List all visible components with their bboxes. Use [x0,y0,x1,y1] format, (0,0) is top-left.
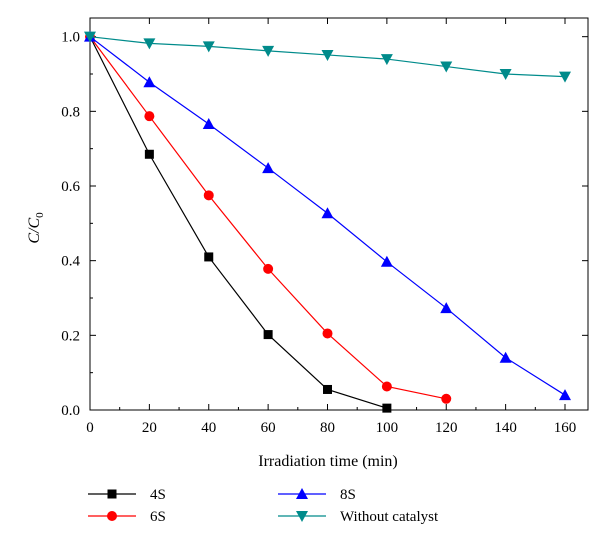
plot-frame [89,17,589,411]
y-axis: 0.0 0.2 0.4 0.6 0.8 1.0 [61,30,588,419]
data-point-without-catalyst [143,38,156,50]
plot-area [89,17,589,411]
y-axis-title-subscript: 0 [34,212,46,218]
y-tick-label: 0.2 [61,328,80,344]
data-point-without-catalyst [202,41,215,53]
legend-item-without-catalyst: Without catalyst [278,509,439,525]
series-8s [84,30,571,401]
y-axis-title: C/C0 [26,212,46,244]
y-tick-label: 0.4 [61,254,80,270]
x-tick-label: 40 [201,420,216,436]
series-without-catalyst [84,31,571,83]
data-point-8s [499,351,512,363]
y-tick-label: 0.6 [61,179,80,195]
legend-item-6s: 6S [88,509,166,525]
data-point-8s [262,162,275,174]
data-point-6s [263,263,274,274]
data-point-8s [559,389,571,401]
x-tick-label: 160 [554,420,577,436]
x-tick-label: 140 [494,420,517,436]
x-axis: 0 20 40 60 80 100 120 140 160 [86,18,576,436]
data-point-6s [203,190,214,201]
data-point-4s [144,149,154,159]
y-tick-label: 0.0 [61,403,80,419]
legend-item-4s: 4S [88,487,166,503]
legend-label: 4S [150,487,166,503]
series-6s [85,31,452,404]
data-point-without-catalyst [84,31,96,43]
legend-marker [107,511,117,521]
data-point-without-catalyst [262,45,275,57]
series-4s [85,32,392,413]
data-point-4s [382,403,392,413]
legend-label: 6S [150,509,166,525]
x-tick-label: 0 [86,420,94,436]
legend-marker [296,511,308,522]
data-point-6s [322,328,333,339]
data-point-without-catalyst [499,69,512,80]
data-point-6s [441,393,452,404]
series-layer [84,30,571,413]
x-tick-label: 100 [376,420,399,436]
data-point-8s [380,255,393,267]
data-point-8s [143,76,156,88]
legend-item-8s: 8S [278,487,356,503]
data-point-without-catalyst [380,54,393,66]
legend-marker [296,488,308,499]
data-point-without-catalyst [559,71,571,83]
x-tick-label: 120 [435,420,458,436]
y-tick-label: 1.0 [61,30,80,46]
x-axis-title: Irradiation time (min) [258,453,398,470]
data-point-4s [204,252,214,262]
legend-marker [107,489,117,499]
legend: 4S 6S 8S Without catalyst [88,487,439,525]
y-axis-title-main: C/C [26,218,43,244]
data-point-8s [202,118,215,130]
series-line-6s [89,36,447,400]
data-point-4s [323,384,332,394]
data-point-6s [144,111,155,122]
data-point-8s [440,302,453,314]
legend-label: Without catalyst [340,509,439,525]
series-line-4s [89,36,388,409]
data-point-8s [321,207,334,219]
data-point-6s [381,381,392,392]
x-tick-label: 20 [142,420,157,436]
x-tick-label: 80 [320,420,335,436]
data-point-without-catalyst [440,61,453,73]
data-point-4s [263,330,273,340]
x-tick-label: 60 [261,420,276,436]
y-tick-label: 0.8 [61,104,80,120]
data-point-without-catalyst [321,49,334,61]
legend-label: 8S [340,487,356,503]
